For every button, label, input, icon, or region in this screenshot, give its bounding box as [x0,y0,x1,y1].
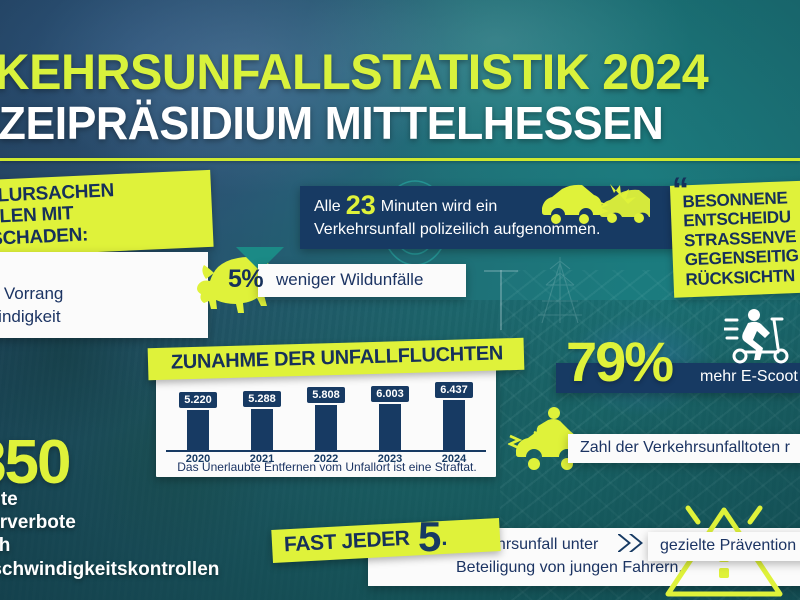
young-drivers-line-2: Beteiligung von jungen Fahrern. [456,558,683,576]
chart-bar-value-label: 5.288 [243,391,281,407]
young-drivers-ordinal: 5 [418,513,442,560]
fahrverbote-number: 850 [0,428,71,497]
page-title: RKEHRSUNFALLSTATISTIK 2024 LIZEIPRÄSIDIU… [0,44,800,149]
causes-item: ostand [0,260,198,283]
minutes-line-2: Verkehrsunfall polizeilich aufgenommen. [314,221,601,238]
chart-bar-group: 5.220 [169,378,227,450]
minutes-value: 23 [345,190,376,220]
scooter-band [556,363,800,393]
young-drivers-number: 5· [418,516,449,558]
chart-plot-area: 5.220 5.288 5.808 6.003 6.437 [166,378,486,450]
fahrverbote-line-3: nach [0,535,11,557]
pedestrian-collision-icon [508,407,585,470]
chart-bar-value-label: 5.808 [307,387,345,403]
minutes-line-1: Alle 23 Minuten wird ein [314,192,664,219]
boar-percentage: 5% [228,265,264,293]
fahrverbote-line-4: Geschwindigkeitskontrollen [0,558,220,580]
causes-item: rfahrt / Vorrang [0,283,64,303]
young-drivers-dot: · [441,531,449,556]
chart-x-tick: 2023 [377,453,403,465]
minutes-prefix: Alle [314,198,341,215]
chart-bar [315,405,337,450]
e-scooter-icon [724,309,789,364]
quote-mark-icon: “ [672,171,689,209]
chart-bar-group: 6.437 [425,378,483,450]
chart-x-tick: 2021 [249,453,275,465]
chart-bar [443,400,465,450]
double-chevron-right-icon [618,534,643,552]
chart-bar-value-label: 5.220 [179,392,217,408]
chart-bar-group: 5.288 [233,378,291,450]
boar-label: weniger Wildunfälle [258,264,466,297]
scooter-label: mehr E-Scoot [700,368,798,385]
causes-banner: NFALLURSACHEN NFÄLLEN MIT NENSCHADEN: [0,169,214,259]
fahrverbote-text: rteilte Fahrverbote nach Geschwindigkeit… [0,488,266,581]
wild-boar-icon [197,247,284,313]
title-divider [0,158,800,161]
chart-bar-group: 5.808 [297,378,355,450]
chart-x-axis [166,450,486,452]
fahrverbote-line-1: rteilte [0,489,18,510]
car-crash-icon [542,184,650,224]
chart-bar [379,404,401,450]
causes-list: ostand rfahrt / Vorrang eschwindigkeit [0,252,208,338]
chart-bar [187,410,209,450]
title-line-1: RKEHRSUNFALLSTATISTIK 2024 [0,44,709,100]
quote-banner: BESONNENE ENTSCHEIDU STRASSENVE GEGENSEI… [669,178,800,298]
minutes-suffix: Minuten wird ein [380,198,498,215]
chart-bar [251,409,273,450]
fahrverbote-line-2: Fahrverbote [0,512,76,534]
chart-bar-group: 6.003 [361,378,419,450]
chart-x-tick: 2020 [185,453,211,465]
background-utility-pole [484,270,518,330]
background-pylon-icon [538,257,582,324]
prevention-panel: gezielte Prävention [648,532,800,561]
causes-item: eschwindigkeit [0,306,61,326]
title-line-2: LIZEIPRÄSIDIUM MITTELHESSEN [0,97,664,149]
chart-x-tick: 2022 [313,453,339,465]
chart-bar-value-label: 6.003 [371,386,409,402]
chart-note: Das Unerlaubte Entfernen vom Unfallort i… [177,460,477,474]
scooter-percentage: 79% [566,330,674,393]
chart-bar-value-label: 6.437 [435,382,473,398]
chart-x-tick-labels: 2020 2021 2022 2023 2024 [166,453,486,469]
chart-x-tick: 2024 [441,453,467,465]
fatalities-panel: Zahl der Verkehrsunfalltoten r [568,434,800,463]
